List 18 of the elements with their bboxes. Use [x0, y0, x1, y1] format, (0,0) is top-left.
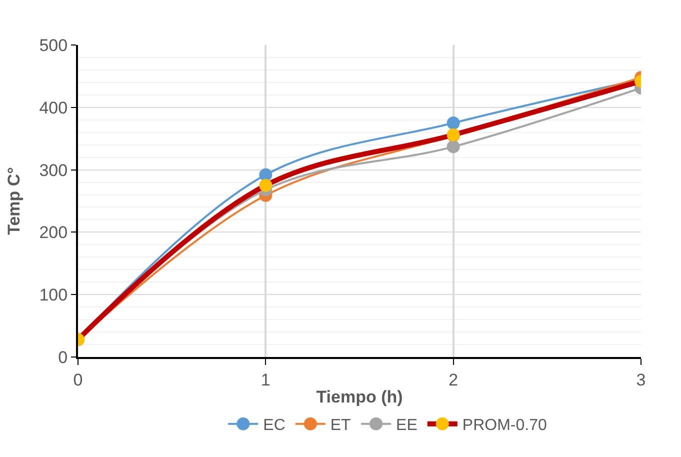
point	[446, 140, 460, 154]
y-tick-label: 400	[39, 98, 68, 118]
legend-label: PROM-0.70	[462, 417, 547, 434]
x-tick-label: 3	[636, 370, 646, 390]
y-tick-label: 500	[39, 36, 68, 55]
x-axis-title: Tiempo (h)	[316, 387, 403, 406]
x-tick-label: 1	[260, 370, 270, 390]
point	[446, 116, 460, 130]
y-tick-label: 200	[39, 223, 68, 242]
x-tick-label: 2	[448, 370, 458, 390]
x-tick-label: 0	[73, 370, 83, 390]
y-tick-label: 300	[39, 160, 68, 180]
legend-label: EC	[263, 417, 286, 434]
legend-label: EE	[396, 417, 418, 434]
y-tick-label: 0	[58, 348, 68, 367]
y-tick-label: 100	[39, 286, 68, 305]
legend-label: ET	[330, 417, 352, 434]
y-axis-title: Temp C°	[4, 166, 24, 235]
